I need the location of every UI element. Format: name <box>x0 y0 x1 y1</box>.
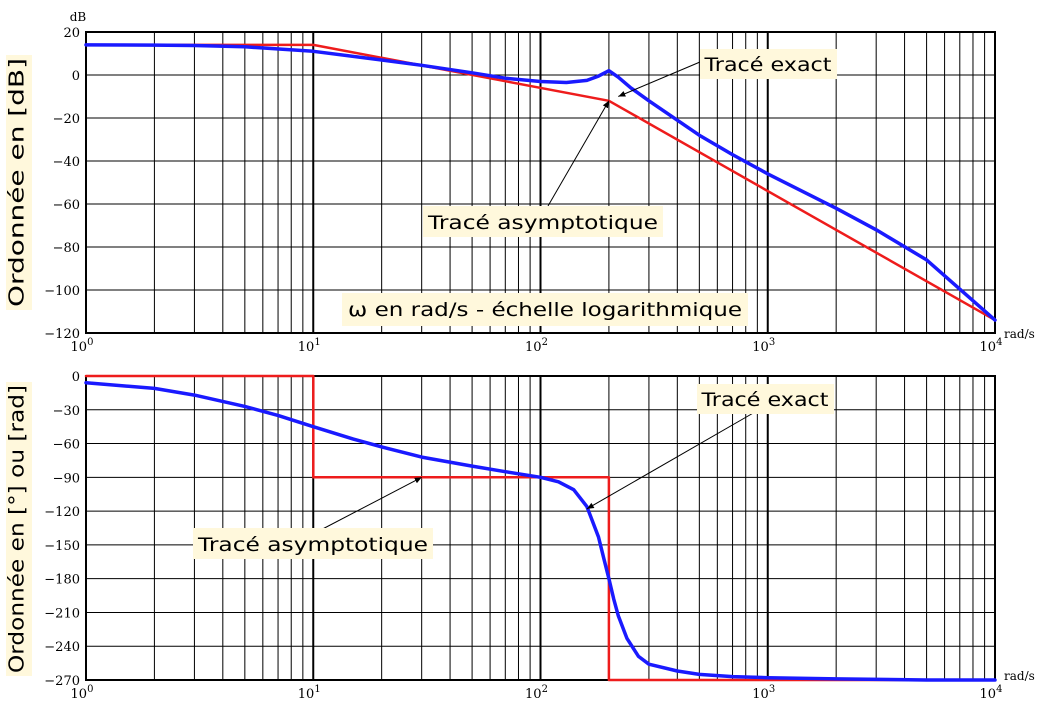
x-axis-label-bg <box>342 293 748 326</box>
y-axis-label: Ordonnée en [°] ou [rad] <box>5 385 29 673</box>
y-axis-label-bg <box>6 382 32 676</box>
y-axis-label: Ordonnée en [dB] <box>5 58 29 307</box>
y-tick-label: −20 <box>53 112 80 127</box>
y-tick-label: −150 <box>44 539 80 554</box>
y-tick-label: −240 <box>44 640 80 655</box>
annotation-arrow <box>586 411 756 510</box>
x-unit-label: rad/s <box>1004 327 1035 341</box>
y-tick-label: −80 <box>53 241 80 256</box>
y-tick-label: −40 <box>53 155 80 170</box>
annotation-arrow <box>547 100 610 207</box>
series-line-exact <box>84 43 997 322</box>
y-unit-label: dB <box>70 10 87 24</box>
y-tick-label: −180 <box>44 573 80 588</box>
y-tick-label: −100 <box>44 284 80 299</box>
annotation-exact-label: Tracé exact <box>703 54 831 76</box>
annotation-asymptotic-label: Tracé asymptotique <box>197 534 428 556</box>
x-axis-label: ω en rad/s - échelle logarithmique <box>348 299 742 321</box>
y-tick-label: −120 <box>44 505 80 520</box>
x-tick-label: 100 <box>71 684 94 702</box>
annotation-label-bg <box>700 49 837 79</box>
y-tick-label: −120 <box>44 327 80 342</box>
y-tick-label: −60 <box>53 198 80 213</box>
annotation-exact-label: Tracé exact <box>700 389 828 411</box>
plot-frame <box>85 31 996 334</box>
y-tick-label: −60 <box>53 438 80 453</box>
series-line-exact <box>84 381 997 682</box>
x-tick-label: 102 <box>525 684 548 702</box>
series-line-asymptotic <box>84 374 997 682</box>
y-tick-label: −270 <box>44 674 80 689</box>
x-unit-label: rad/s <box>1004 669 1035 683</box>
x-tick-label: 101 <box>298 337 321 355</box>
y-tick-label: 20 <box>63 26 80 41</box>
annotation-arrow <box>618 61 701 97</box>
y-tick-label: 0 <box>72 370 80 385</box>
x-tick-label: 100 <box>71 337 94 355</box>
x-tick-label: 103 <box>752 684 775 702</box>
annotation-label-bg <box>697 384 834 414</box>
y-axis-label-bg <box>6 55 32 310</box>
y-tick-label: −90 <box>53 471 80 486</box>
annotation-arrow <box>312 476 422 535</box>
annotation-asymptotic-label: Tracé asymptotique <box>427 212 658 234</box>
annotation-label-bg <box>423 206 663 237</box>
x-tick-label: 101 <box>298 684 321 702</box>
x-tick-label: 102 <box>525 337 548 355</box>
y-tick-label: −210 <box>44 606 80 621</box>
y-tick-label: 0 <box>72 69 80 84</box>
x-tick-label: 103 <box>752 337 775 355</box>
plot-frame <box>85 375 996 681</box>
x-tick-label: 104 <box>980 337 1003 355</box>
annotation-label-bg <box>193 528 433 559</box>
y-tick-label: −30 <box>53 404 80 419</box>
x-tick-label: 104 <box>980 684 1003 702</box>
